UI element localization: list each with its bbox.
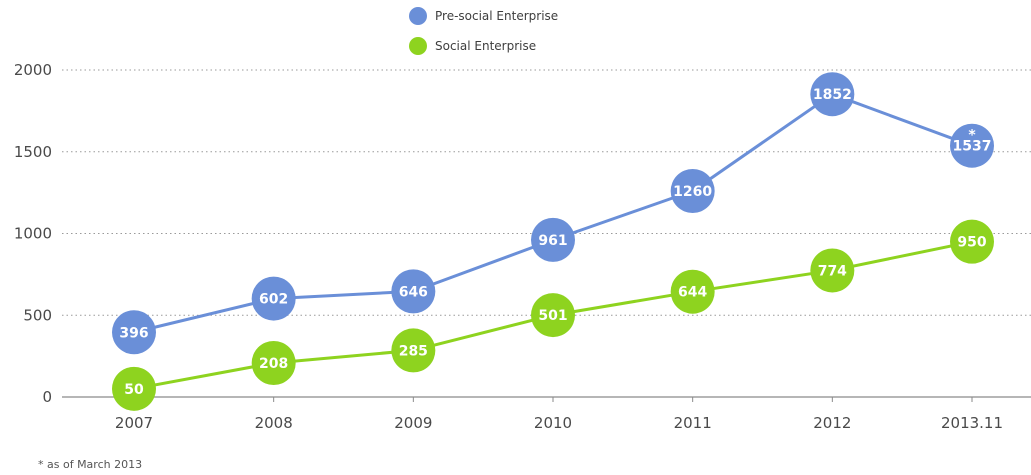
data-point-marker [391, 328, 436, 373]
y-tick-label: 0 [42, 388, 52, 406]
data-label: 644 [678, 285, 707, 301]
x-tick-label: 2012 [813, 414, 851, 432]
footnote: * as of March 2013 [38, 458, 142, 471]
data-label: 1852 [813, 87, 852, 103]
data-label: 208 [259, 356, 288, 372]
data-label: 774 [818, 263, 847, 279]
data-point-marker [670, 168, 715, 213]
data-point-marker [810, 248, 855, 293]
data-point-marker [531, 217, 575, 262]
x-tick-label: 2011 [674, 414, 712, 432]
data-label: 501 [538, 308, 567, 324]
data-point-marker [251, 340, 296, 385]
data-label: 285 [399, 343, 428, 359]
data-point-marker [112, 366, 156, 411]
data-point-marker [670, 269, 715, 314]
x-tick-label: 2010 [534, 414, 572, 432]
data-point-marker [950, 219, 994, 264]
data-point-marker [810, 72, 855, 117]
data-label: 50 [124, 382, 144, 398]
data-label: 961 [538, 233, 567, 249]
x-tick-label: 2013.11 [941, 414, 1003, 432]
y-tick-label: 1500 [14, 143, 52, 161]
grid-lines [62, 69, 1031, 316]
legend: Pre-social Enterprise Social Enterprise [409, 7, 558, 55]
legend-marker [409, 37, 427, 55]
data-point-marker [112, 310, 156, 355]
legend-marker [409, 7, 427, 25]
legend-label: Pre-social Enterprise [435, 9, 558, 23]
x-tick-label: 2009 [394, 414, 432, 432]
x-tick-label: 2008 [255, 414, 293, 432]
data-point-marker [251, 276, 296, 321]
data-label: 646 [399, 284, 428, 300]
data-points: 396 602 646 961 1260 1852 1537 50 208 285 501 644 77… [112, 72, 994, 411]
x-tick-label: 2007 [115, 414, 153, 432]
y-tick-label: 1000 [14, 225, 52, 243]
data-label: 1537 [953, 139, 992, 155]
data-label: 950 [957, 235, 986, 251]
legend-label: Social Enterprise [435, 39, 536, 53]
axes: 0 500 1000 1500 2000 2007 2008 2009 2010 2011 2012… [14, 61, 1031, 432]
data-label: 396 [119, 325, 148, 341]
annotation-asterisk: * [968, 128, 976, 144]
y-tick-label: 2000 [14, 61, 52, 79]
data-label: 1260 [673, 184, 712, 200]
data-point-marker [950, 123, 994, 168]
data-label: 602 [259, 292, 288, 308]
data-point-marker [531, 293, 575, 338]
data-point-marker [391, 269, 436, 314]
y-tick-label: 500 [23, 306, 52, 324]
